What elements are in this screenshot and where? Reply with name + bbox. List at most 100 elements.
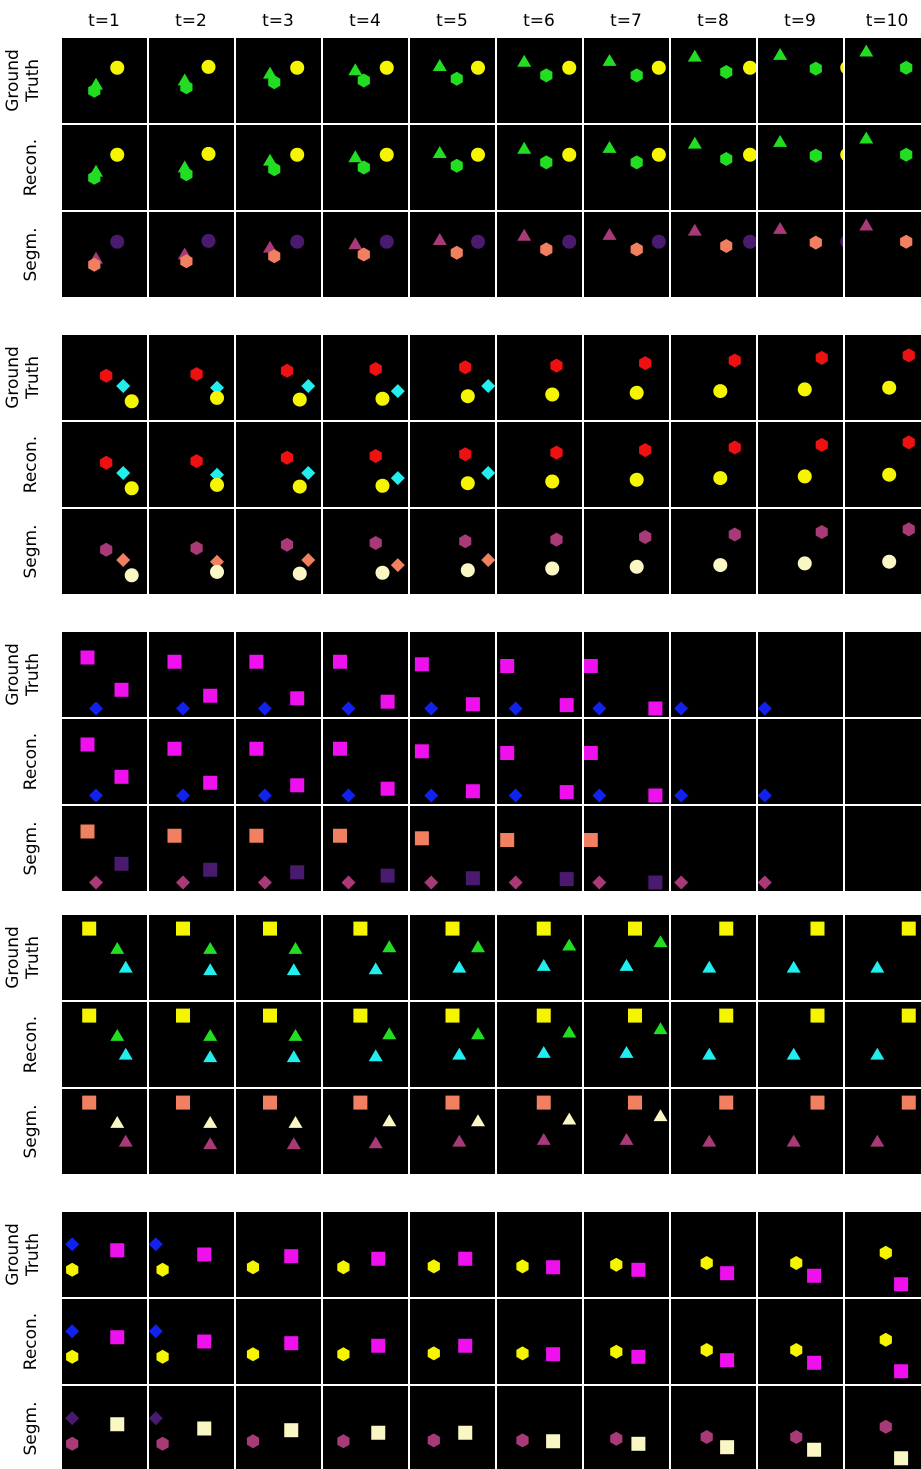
object-hexagon <box>815 350 828 365</box>
frame-background <box>845 719 921 804</box>
object-hexagon <box>190 367 203 382</box>
frame-background <box>62 719 147 804</box>
frame-background <box>671 125 756 210</box>
object-circle <box>460 476 475 491</box>
frame-background <box>236 422 321 507</box>
row-label-line: Truth <box>23 1233 43 1277</box>
frame-background <box>584 915 669 1000</box>
object-square <box>167 828 182 843</box>
object-square <box>110 1243 125 1258</box>
object-hexagon <box>427 1433 440 1448</box>
frame-cell <box>236 1002 321 1087</box>
frame-cell <box>845 422 921 507</box>
object-square <box>249 741 264 756</box>
frame-background <box>149 806 234 891</box>
frame-cell <box>236 125 321 210</box>
object-diamond <box>390 471 405 486</box>
object-square <box>414 657 429 672</box>
object-square <box>353 921 368 936</box>
object-hexagon <box>550 358 563 373</box>
frame-cell <box>671 335 756 420</box>
object-square <box>458 1251 473 1266</box>
object-circle <box>292 566 307 581</box>
frame-cell <box>62 1299 147 1384</box>
frame-background <box>845 422 921 507</box>
frame-background <box>62 125 147 210</box>
object-square <box>82 921 97 936</box>
frame-cell <box>149 915 234 1000</box>
object-square <box>719 1008 734 1023</box>
frame-cell <box>410 1299 495 1384</box>
frame-cell <box>671 1212 756 1297</box>
row-label-reconstruction: Recon. <box>21 436 41 493</box>
object-triangle <box>288 1116 303 1128</box>
object-square <box>203 862 218 877</box>
object-square <box>380 868 395 883</box>
object-triangle <box>471 940 485 953</box>
frame-cell <box>410 1212 495 1297</box>
frame-background <box>671 719 756 804</box>
object-triangle <box>263 66 277 79</box>
frame-background <box>149 1386 234 1469</box>
object-square <box>114 682 129 697</box>
object-hexagon <box>610 1257 623 1272</box>
frame-cell <box>236 719 321 804</box>
object-hexagon <box>268 249 281 264</box>
object-hexagon <box>809 235 822 250</box>
object-diamond <box>508 875 523 890</box>
frame-cell <box>758 212 843 297</box>
frame-background <box>236 719 321 804</box>
object-circle <box>882 554 897 569</box>
frame-cell <box>236 1212 321 1297</box>
frame-background <box>323 806 408 891</box>
frame-background <box>671 1089 756 1174</box>
object-circle <box>201 233 216 248</box>
object-square <box>628 921 642 936</box>
object-hexagon <box>357 73 370 88</box>
object-circle <box>110 234 125 249</box>
frame-cell <box>758 422 843 507</box>
frame-cell <box>497 806 582 891</box>
frame-background <box>323 632 408 717</box>
object-square <box>284 1423 299 1438</box>
object-square <box>901 1008 916 1023</box>
object-square <box>114 769 129 784</box>
object-hexagon <box>639 356 652 371</box>
object-triangle <box>859 44 874 57</box>
frame-cell <box>323 806 408 891</box>
object-square <box>176 1095 190 1110</box>
frame-background <box>149 212 234 297</box>
object-hexagon <box>459 534 472 549</box>
object-diamond <box>116 466 131 480</box>
object-square <box>559 785 574 800</box>
frame-cell <box>410 38 495 123</box>
frame-cell <box>62 125 147 210</box>
object-hexagon <box>720 65 733 79</box>
object-square <box>648 701 663 716</box>
frame-background <box>845 806 921 891</box>
object-circle <box>562 147 577 162</box>
row-label-line: Ground <box>3 643 23 706</box>
frame-cell <box>758 125 843 210</box>
frame-cell <box>497 915 582 1000</box>
object-circle <box>713 384 728 399</box>
object-triangle <box>110 1116 125 1128</box>
frame-background <box>323 1386 408 1469</box>
frame-cell <box>410 1089 495 1174</box>
frame-background <box>497 509 582 594</box>
object-hexagon <box>180 254 193 269</box>
object-hexagon <box>879 1332 892 1347</box>
object-square <box>500 833 515 847</box>
object-hexagon <box>516 1259 529 1274</box>
object-triangle <box>859 131 874 144</box>
object-triangle <box>110 1029 125 1041</box>
object-triangle <box>786 1134 801 1147</box>
object-hexagon <box>700 1256 713 1270</box>
object-square <box>263 1095 277 1110</box>
frame-background <box>62 1299 147 1384</box>
frame-background <box>149 1002 234 1087</box>
frame-background <box>236 1089 321 1174</box>
frame-cell <box>845 125 921 210</box>
frame-cell <box>497 719 582 804</box>
object-hexagon <box>900 147 913 162</box>
